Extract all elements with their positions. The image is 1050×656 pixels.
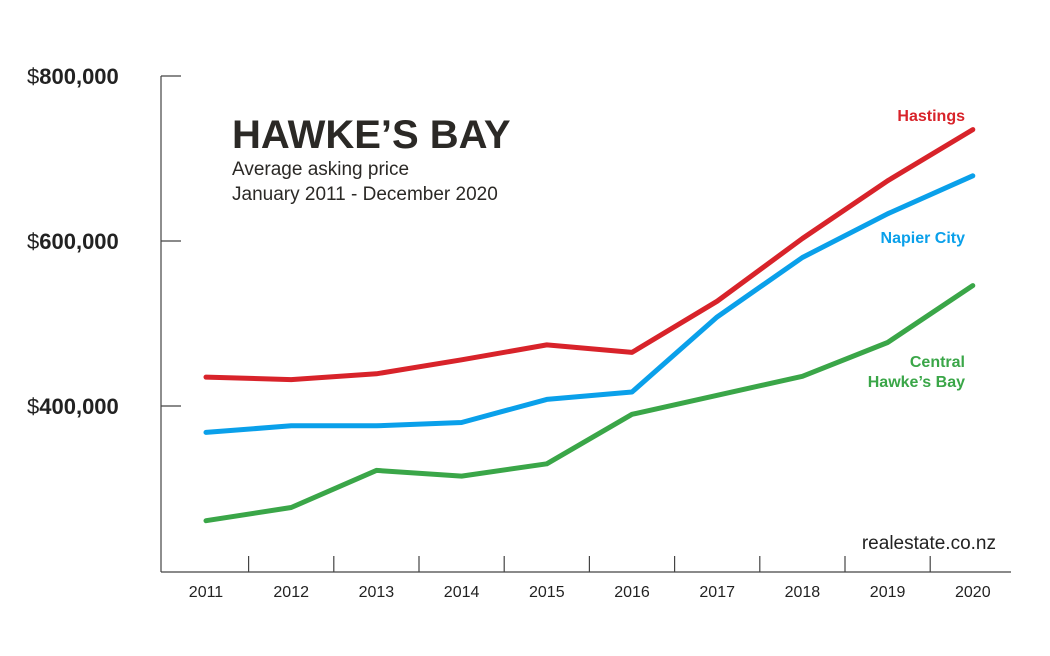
series-label-2-line-1: Hawke’s Bay [868, 374, 965, 391]
series-label-2-line-0: Central [910, 354, 965, 371]
x-tick-label: 2015 [529, 584, 565, 601]
x-tick-label: 2019 [870, 584, 906, 601]
x-tick-label: 2014 [444, 584, 480, 601]
x-tick-label: 2012 [273, 584, 309, 601]
source-label: realestate.co.nz [862, 533, 996, 554]
x-tick-label: 2016 [614, 584, 650, 601]
y-tick-label: $600,000 [27, 229, 119, 254]
series-line-2 [203, 283, 976, 524]
series-lines [203, 127, 976, 524]
series-line-1 [203, 173, 976, 435]
y-tick-currency: $ [27, 229, 39, 254]
x-tick-label: 2020 [955, 584, 991, 601]
y-tick-number: 800,000 [39, 64, 119, 89]
x-tick-label: 2018 [785, 584, 821, 601]
x-tick-label: 2017 [699, 584, 735, 601]
x-tick-label: 2011 [189, 584, 224, 601]
axes: $800,000$600,000$400,000 2011 2012 2013 201… [27, 64, 1011, 601]
chart-subtitle-line-1: Average asking price [232, 159, 409, 180]
chart-subtitle-line-2: January 2011 - December 2020 [232, 184, 498, 205]
y-tick-number: 400,000 [39, 394, 119, 419]
series-label-0-line-0: Hastings [897, 108, 965, 125]
series-label-1-line-0: Napier City [881, 230, 966, 247]
series-labels: Hastings Napier City Central Hawke’s Bay [868, 108, 965, 391]
y-tick-label: $800,000 [27, 64, 119, 89]
y-tick-currency: $ [27, 64, 39, 89]
y-tick-currency: $ [27, 394, 39, 419]
x-axis-ticks: 2011 2012 2013 2014 2015 2016 2017 2018 2019 2020 [189, 556, 991, 601]
y-tick-number: 600,000 [39, 229, 119, 254]
y-tick-label: $400,000 [27, 394, 119, 419]
x-tick-label: 2013 [359, 584, 395, 601]
chart-title: HAWKE’S BAY [232, 113, 511, 157]
series-line-0 [203, 127, 976, 383]
y-axis-ticks: $800,000$600,000$400,000 [27, 64, 181, 419]
